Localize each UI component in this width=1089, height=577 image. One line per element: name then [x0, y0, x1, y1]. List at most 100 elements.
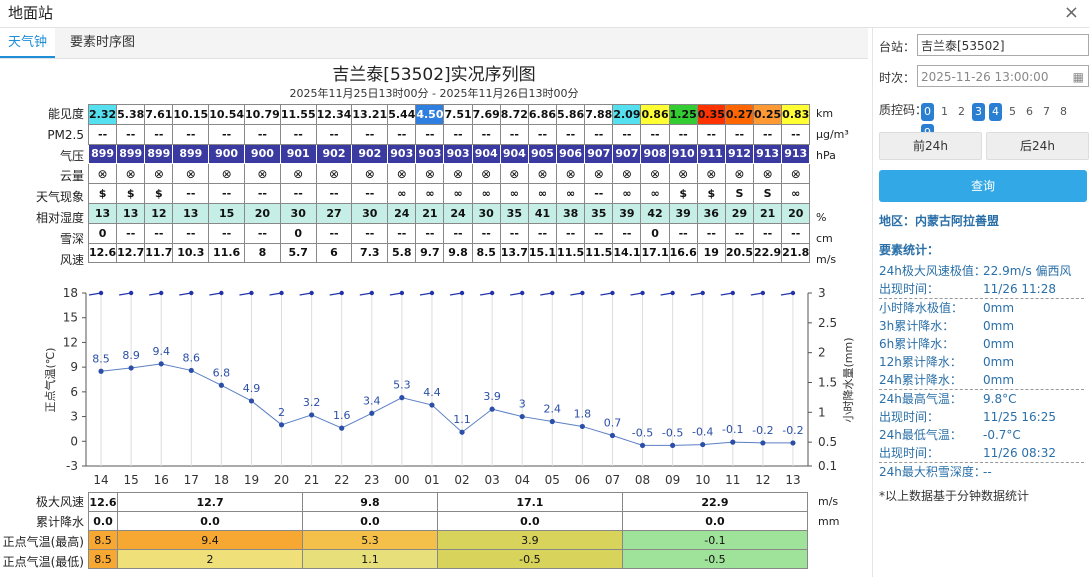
row-unit: km: [816, 107, 834, 120]
qc-code-4[interactable]: 4: [989, 103, 1002, 121]
temperature-label: 8.9: [122, 349, 140, 362]
time-value: 2025-11-26 13:00:00: [921, 70, 1049, 84]
query-button[interactable]: 查询: [879, 170, 1087, 202]
wind-barb-dot: [610, 290, 615, 296]
qc-code-1[interactable]: 1: [941, 105, 948, 118]
station-input[interactable]: 吉兰泰[53502]: [917, 34, 1089, 56]
stats-title: 要素统计：: [879, 243, 940, 257]
visibility-cell: 5.86: [556, 104, 586, 125]
summary-cell: 12.7: [116, 492, 304, 512]
stat-key: 出现时间：: [879, 446, 940, 460]
temperature-label: 1.1: [453, 413, 471, 426]
temperature-point: [278, 422, 285, 428]
pressure-cell: 900: [208, 143, 246, 165]
stat-value: --: [983, 465, 992, 479]
x-tick-label: 14: [93, 473, 108, 487]
stat-key: 12h累计降水：: [879, 355, 962, 369]
temperature-point: [730, 439, 736, 445]
summary-cell: 0.0: [302, 511, 438, 531]
wind-barb-dot: [279, 290, 284, 296]
visibility-cell: 10.79: [244, 104, 281, 125]
qc-code-3[interactable]: 3: [972, 103, 985, 121]
x-tick-label: 19: [244, 473, 259, 487]
stat-row: 3h累计降水： 0mm: [879, 317, 1084, 335]
stat-key: 出现时间：: [879, 282, 940, 296]
row-unit: μg/m³: [816, 127, 849, 141]
x-tick-label: 18: [214, 473, 229, 487]
station-label: 台站：: [879, 40, 916, 54]
qc-code-2[interactable]: 2: [958, 105, 965, 118]
humidity-cell: 21: [753, 202, 783, 224]
time-input[interactable]: 2025-11-26 13:00:00 ▦: [917, 65, 1089, 87]
wind-cell: 12.6: [87, 242, 118, 264]
qc-code-6[interactable]: 6: [1026, 105, 1033, 118]
temperature-line: [100, 363, 793, 446]
stat-row: 出现时间： 11/26 08:32: [879, 444, 1084, 462]
temperature-label: 2: [278, 406, 285, 419]
stat-value: 11/26 11:28: [983, 282, 1056, 296]
wind-cell: 8.5: [471, 242, 501, 264]
x-tick-label: 04: [515, 473, 530, 487]
wind-barb-dot: [128, 290, 134, 296]
qc-code-8[interactable]: 8: [1060, 105, 1067, 118]
humidity-cell: 38: [556, 202, 586, 224]
humidity-cell: 35: [584, 202, 614, 224]
temperature-point: [790, 440, 796, 446]
x-tick-label: 23: [364, 473, 379, 487]
visibility-cell: 11.55: [279, 104, 317, 125]
y2-tick-label: 3: [818, 286, 826, 300]
temperature-label: 3: [519, 398, 526, 411]
row-label: 相对湿度: [35, 210, 84, 225]
summary-first-cell: 12.6: [88, 492, 118, 512]
stat-key: 24h极大风速极值：: [879, 264, 986, 278]
temperature-label: 1.6: [333, 409, 351, 422]
visibility-cell: 2.09: [612, 104, 642, 125]
right-panel: 台站： 吉兰泰[53502] 时次： 2025-11-26 13:00:00 ▦…: [872, 28, 1089, 577]
qc-code-7[interactable]: 7: [1043, 105, 1050, 118]
wind-cell: 10.3: [172, 242, 210, 264]
visibility-cell: 2.32: [87, 104, 118, 125]
x-tick-label: 06: [575, 473, 590, 487]
wind-cell: 15.1: [527, 242, 558, 264]
window-title: 地面站: [8, 4, 54, 22]
next-24h-button[interactable]: 后24h: [986, 132, 1089, 160]
summary-first-cell: 0.0: [88, 511, 118, 531]
y2-tick-label: 2.5: [818, 316, 837, 330]
visibility-cell: 0.25: [753, 104, 783, 125]
x-tick-label: 20: [274, 473, 289, 487]
pressure-cell: 899: [116, 143, 146, 165]
prev-24h-button[interactable]: 前24h: [879, 132, 982, 160]
row-label: 雪深: [59, 231, 84, 246]
wind-cell: 11.5: [556, 242, 586, 264]
temperature-label: 0.7: [604, 417, 622, 430]
summary-cell: 17.1: [436, 492, 623, 512]
window-titlebar: 地面站 ×: [0, 0, 1089, 28]
stat-row: 24h最低气温： -0.7°C: [879, 426, 1084, 444]
stat-row: 出现时间： 11/26 11:28: [879, 280, 1084, 298]
y2-tick-label: 0.1: [818, 459, 837, 473]
x-tick-label: 15: [123, 473, 138, 487]
x-tick-label: 05: [545, 473, 560, 487]
stat-row: 24h最大积雪深度： --: [879, 462, 1084, 481]
pressure-cell: 899: [144, 143, 174, 165]
humidity-cell: 20: [781, 202, 811, 224]
close-icon[interactable]: ×: [1063, 2, 1079, 23]
qc-code-0[interactable]: 0: [921, 103, 934, 121]
stat-key: 24h最高气温：: [879, 392, 962, 406]
humidity-cell: 20: [244, 202, 281, 224]
row-unit: m/s: [816, 252, 837, 266]
x-tick-label: 11: [725, 473, 740, 487]
humidity-cell: 12: [144, 202, 174, 224]
tab-weather-clock[interactable]: 天气钟: [0, 28, 56, 58]
summary-unit: mm: [818, 515, 840, 528]
stat-value: 0mm: [983, 373, 1015, 387]
wind-barb-dot: [249, 290, 254, 296]
x-tick-label: 17: [184, 473, 199, 487]
tab-element-series[interactable]: 要素时序图: [70, 35, 136, 50]
y-tick-label: 3: [70, 410, 78, 424]
temperature-label: 3.2: [303, 396, 321, 409]
calendar-icon[interactable]: ▦: [1072, 70, 1084, 84]
qc-code-5[interactable]: 5: [1009, 105, 1016, 118]
stat-key: 3h累计降水：: [879, 319, 955, 333]
visibility-cell: 1.25: [668, 104, 698, 125]
